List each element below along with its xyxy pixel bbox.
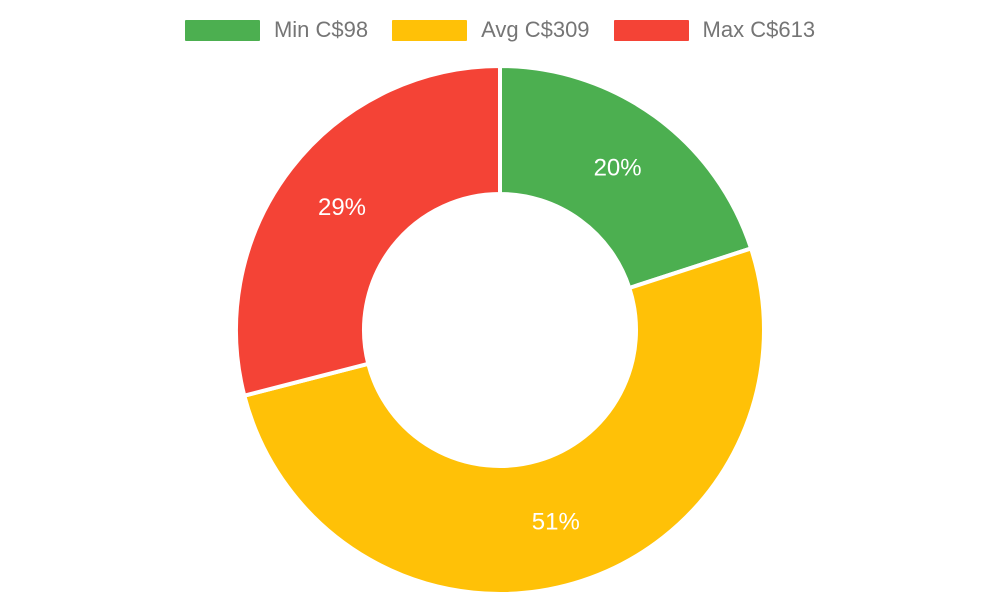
legend-item-max[interactable]: Max C$613: [613, 17, 816, 43]
legend-label-max: Max C$613: [702, 17, 816, 42]
legend-item-avg[interactable]: Avg C$309: [392, 17, 590, 43]
legend-swatch-max: [613, 19, 689, 41]
legend-label-min: Min C$98: [273, 17, 369, 42]
donut-slice-max[interactable]: [233, 64, 502, 398]
legend-swatch-min: [184, 19, 260, 41]
chart-legend: Min C$98 Avg C$309 Max C$613: [0, 17, 1000, 43]
legend-label-avg: Avg C$309: [481, 17, 590, 42]
donut-slice-avg[interactable]: [242, 246, 766, 596]
donut-slice-min[interactable]: [498, 64, 754, 290]
legend-item-min[interactable]: Min C$98: [184, 17, 369, 43]
legend-swatch-avg: [392, 19, 468, 41]
